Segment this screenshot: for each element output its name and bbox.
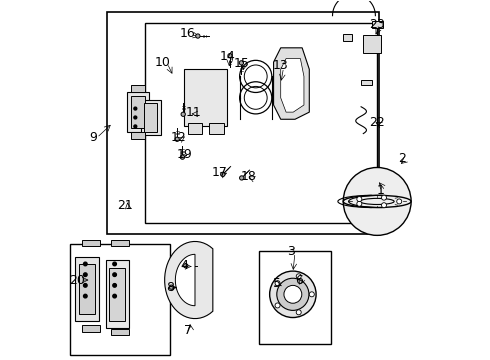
Polygon shape — [165, 242, 213, 319]
Bar — [363, 35, 381, 53]
Circle shape — [309, 292, 314, 297]
Circle shape — [196, 34, 200, 38]
Circle shape — [180, 155, 185, 159]
Text: 15: 15 — [234, 57, 249, 71]
Circle shape — [397, 199, 402, 204]
Text: 2: 2 — [398, 152, 406, 165]
Text: 9: 9 — [89, 131, 97, 144]
Text: 4: 4 — [180, 259, 188, 272]
Text: 16: 16 — [180, 27, 196, 40]
Text: 8: 8 — [166, 281, 174, 294]
Circle shape — [113, 284, 117, 287]
Text: 17: 17 — [212, 166, 228, 179]
Circle shape — [296, 310, 301, 315]
Bar — [70, 244, 170, 355]
Text: 12: 12 — [171, 131, 187, 144]
Bar — [145, 23, 377, 223]
Text: 13: 13 — [273, 59, 289, 72]
Bar — [75, 257, 98, 321]
Circle shape — [239, 61, 244, 65]
Bar — [209, 123, 223, 134]
Text: 21: 21 — [118, 198, 133, 212]
Bar — [79, 264, 95, 314]
Circle shape — [277, 278, 309, 310]
Text: 7: 7 — [184, 324, 192, 337]
Circle shape — [357, 197, 362, 202]
Circle shape — [83, 273, 87, 276]
Text: 14: 14 — [219, 50, 235, 63]
Circle shape — [83, 294, 87, 298]
Bar — [131, 85, 145, 93]
Circle shape — [113, 294, 117, 298]
Bar — [127, 93, 148, 132]
Circle shape — [184, 264, 188, 268]
Circle shape — [382, 195, 387, 200]
Bar — [111, 329, 129, 336]
Circle shape — [284, 285, 302, 303]
Text: 1: 1 — [377, 184, 385, 197]
Bar — [259, 251, 331, 344]
Circle shape — [113, 262, 117, 266]
Circle shape — [275, 303, 280, 308]
Bar — [188, 123, 202, 134]
Circle shape — [175, 137, 179, 141]
Bar — [82, 240, 100, 246]
Text: 22: 22 — [369, 116, 385, 129]
Polygon shape — [281, 59, 304, 112]
Text: 3: 3 — [288, 245, 295, 258]
Circle shape — [220, 172, 225, 176]
Circle shape — [134, 107, 137, 110]
Bar — [82, 325, 100, 332]
Circle shape — [169, 285, 173, 289]
Bar — [142, 100, 161, 135]
Circle shape — [343, 167, 411, 235]
Circle shape — [228, 54, 232, 58]
Circle shape — [83, 262, 87, 266]
Bar — [106, 260, 129, 328]
Text: 20: 20 — [69, 274, 85, 287]
Text: 6: 6 — [294, 274, 302, 287]
Circle shape — [181, 112, 185, 116]
Bar — [361, 80, 372, 85]
Polygon shape — [175, 254, 195, 306]
Text: 5: 5 — [273, 277, 281, 290]
Circle shape — [382, 203, 387, 208]
Text: 10: 10 — [155, 55, 171, 69]
Bar — [144, 103, 157, 132]
Bar — [131, 132, 145, 139]
Bar — [131, 96, 145, 128]
Bar — [107, 12, 379, 234]
Circle shape — [275, 281, 280, 286]
Text: 18: 18 — [241, 170, 256, 183]
Bar — [372, 21, 383, 28]
Text: 23: 23 — [369, 18, 385, 31]
Circle shape — [357, 201, 362, 206]
Text: 11: 11 — [185, 105, 201, 119]
Text: 19: 19 — [176, 148, 192, 162]
Bar — [184, 69, 227, 126]
Circle shape — [113, 273, 117, 276]
Bar — [343, 33, 352, 41]
Circle shape — [83, 284, 87, 287]
Polygon shape — [273, 48, 309, 119]
Circle shape — [270, 271, 316, 318]
Circle shape — [134, 125, 137, 128]
Bar — [109, 267, 125, 321]
Circle shape — [134, 116, 137, 119]
Bar — [111, 240, 129, 246]
Circle shape — [240, 176, 244, 180]
Circle shape — [296, 274, 301, 279]
